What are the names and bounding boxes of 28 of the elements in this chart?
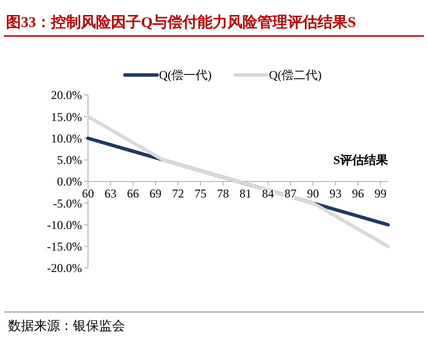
x-tick-label: 66 [127,186,139,200]
x-tick-label: 72 [172,186,184,200]
x-tick-label: 84 [262,186,274,200]
y-tick-label: 5.0% [57,153,82,168]
x-tick-label: 90 [307,186,319,200]
y-tick-label: -15.0% [47,240,82,254]
y-tick-label: -5.0% [53,196,82,210]
x-axis-title: S评估结果 [333,152,389,167]
y-tick-label: 0.0% [57,174,82,189]
x-tick-label: 69 [150,186,162,200]
x-tick-label: 93 [330,186,342,200]
chart-title: 图33：控制风险因子Q与偿付能力风险管理评估结果S [6,14,356,31]
source-note: 数据来源：银保监会 [8,318,125,333]
legend-label: Q(偿一代) [159,68,212,82]
x-tick-label: 63 [104,186,116,200]
y-tick-label: 15.0% [51,110,82,124]
x-tick-label: 99 [374,186,386,200]
x-tick-label: 87 [284,186,296,200]
legend-label: Q(偿二代) [269,68,322,82]
x-tick-label: 81 [240,186,252,200]
y-tick-label: 20.0% [51,88,82,102]
y-tick-label: -10.0% [47,218,82,232]
x-tick-label: 78 [217,186,229,200]
x-tick-label: 60 [82,186,94,200]
x-tick-label: 96 [352,186,364,200]
x-tick-label: 75 [194,186,206,200]
y-tick-label: 10.0% [51,131,82,146]
y-tick-label: -20.0% [47,261,82,276]
